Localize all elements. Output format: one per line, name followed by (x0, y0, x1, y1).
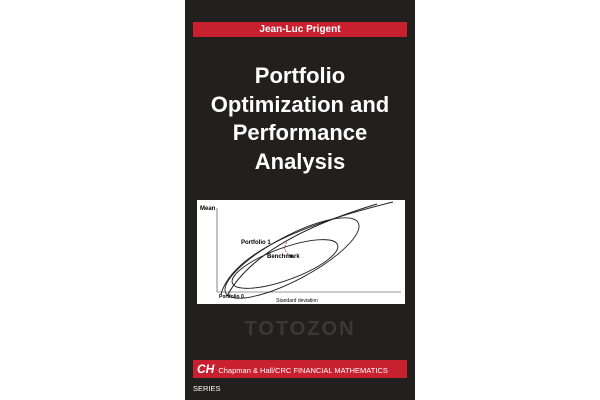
publisher-logo: CH (197, 362, 215, 376)
title-line: Analysis (254, 148, 346, 174)
book-title: Portfolio Optimization and Performance A… (185, 62, 415, 176)
x-axis-label: Standard deviation (276, 298, 318, 304)
point-label: Benchmark (267, 254, 300, 260)
book-cover: Jean-Luc Prigent Portfolio Optimization … (185, 0, 415, 400)
title-line: Optimization and (210, 91, 390, 117)
point-label: Portfolio 0 (219, 294, 244, 300)
series-name: Chapman & Hall/CRC FINANCIAL MATHEMATICS… (193, 366, 388, 393)
tracking-path (284, 241, 292, 257)
y-axis-label: Mean (200, 206, 216, 212)
figure-background (197, 200, 405, 304)
watermark: TOTOZON (244, 318, 356, 340)
ellipse-curve (224, 217, 360, 299)
point-label: Portfolio 1 (241, 240, 271, 246)
author-banner: Jean-Luc Prigent (193, 22, 407, 37)
ellipse-curve (231, 239, 339, 289)
benchmark-point (289, 254, 293, 258)
title-line: Performance (232, 120, 368, 145)
frontier-curve (226, 203, 378, 297)
series-banner: CH Chapman & Hall/CRC FINANCIAL MATHEMATI… (193, 360, 407, 393)
cover-figure: Mean Standard deviation Portfolio 1 Benc… (197, 200, 405, 304)
title-line: Portfolio (254, 63, 346, 88)
